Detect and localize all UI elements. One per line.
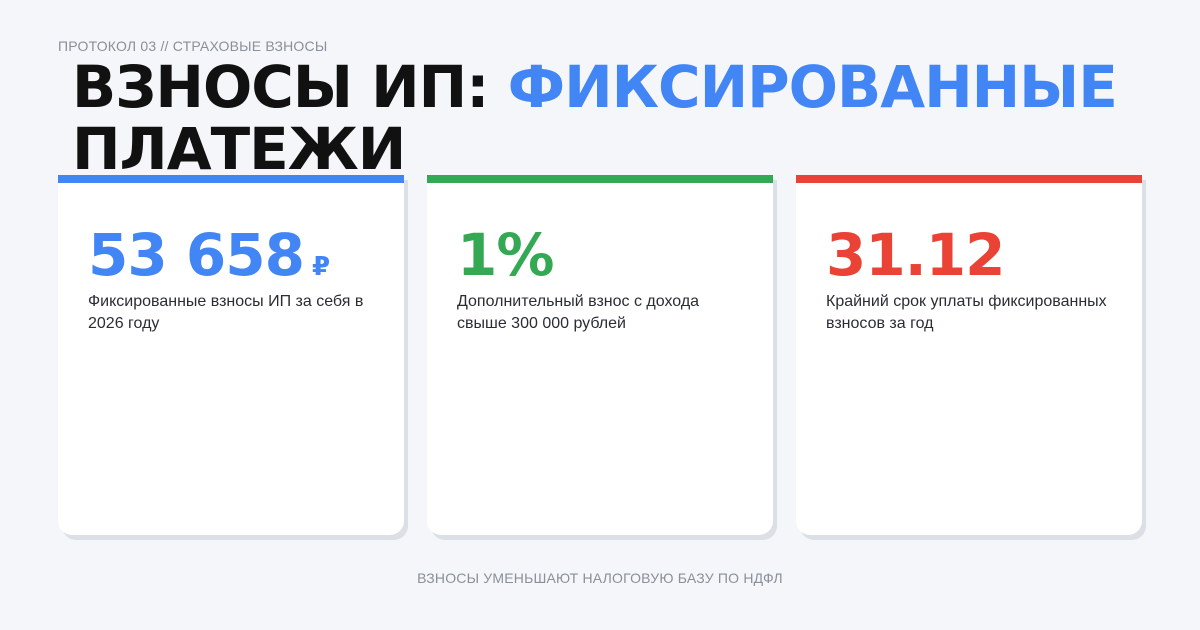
stat-number: 31.12	[826, 221, 1005, 289]
title-accent: ФИКСИРОВАННЫЕ	[507, 53, 1118, 121]
stat-card-additional-rate: 1% Дополнительный взнос с дохода свыше 3…	[427, 175, 773, 535]
stat-description: Фиксированные взносы ИП за себя в 2026 г…	[88, 293, 364, 332]
stat-card-deadline: 31.12 Крайний срок уплаты фиксированных …	[796, 175, 1142, 535]
stat-value: 31.12	[826, 221, 1005, 289]
card-accent-bar	[427, 175, 773, 183]
stat-number: 53 658	[88, 221, 305, 289]
page-title: ВЗНОСЫ ИП: ФИКСИРОВАННЫЕ ПЛАТЕЖИ	[72, 56, 1152, 180]
stat-description: Крайний срок уплаты фиксированных взносо…	[826, 293, 1107, 332]
ruble-sign: ₽	[311, 252, 330, 282]
stat-card-contributions: 53 658 ₽ Фиксированные взносы ИП за себя …	[58, 175, 404, 535]
eyebrow-label: ПРОТОКОЛ 03 // СТРАХОВЫЕ ВЗНОСЫ	[58, 38, 328, 54]
stat-description: Дополнительный взнос с дохода свыше 300 …	[457, 293, 700, 332]
footer-note: ВЗНОСЫ УМЕНЬШАЮТ НАЛОГОВУЮ БАЗУ ПО НДФЛ	[417, 570, 783, 586]
title-main: ВЗНОСЫ ИП:	[72, 53, 508, 121]
card-accent-bar	[796, 175, 1142, 183]
card-accent-bar	[58, 175, 404, 183]
stat-value: 1%	[457, 221, 554, 289]
stat-number: 1%	[457, 221, 554, 289]
title-rest: ПЛАТЕЖИ	[72, 115, 406, 183]
stat-value: 53 658 ₽	[88, 221, 330, 299]
